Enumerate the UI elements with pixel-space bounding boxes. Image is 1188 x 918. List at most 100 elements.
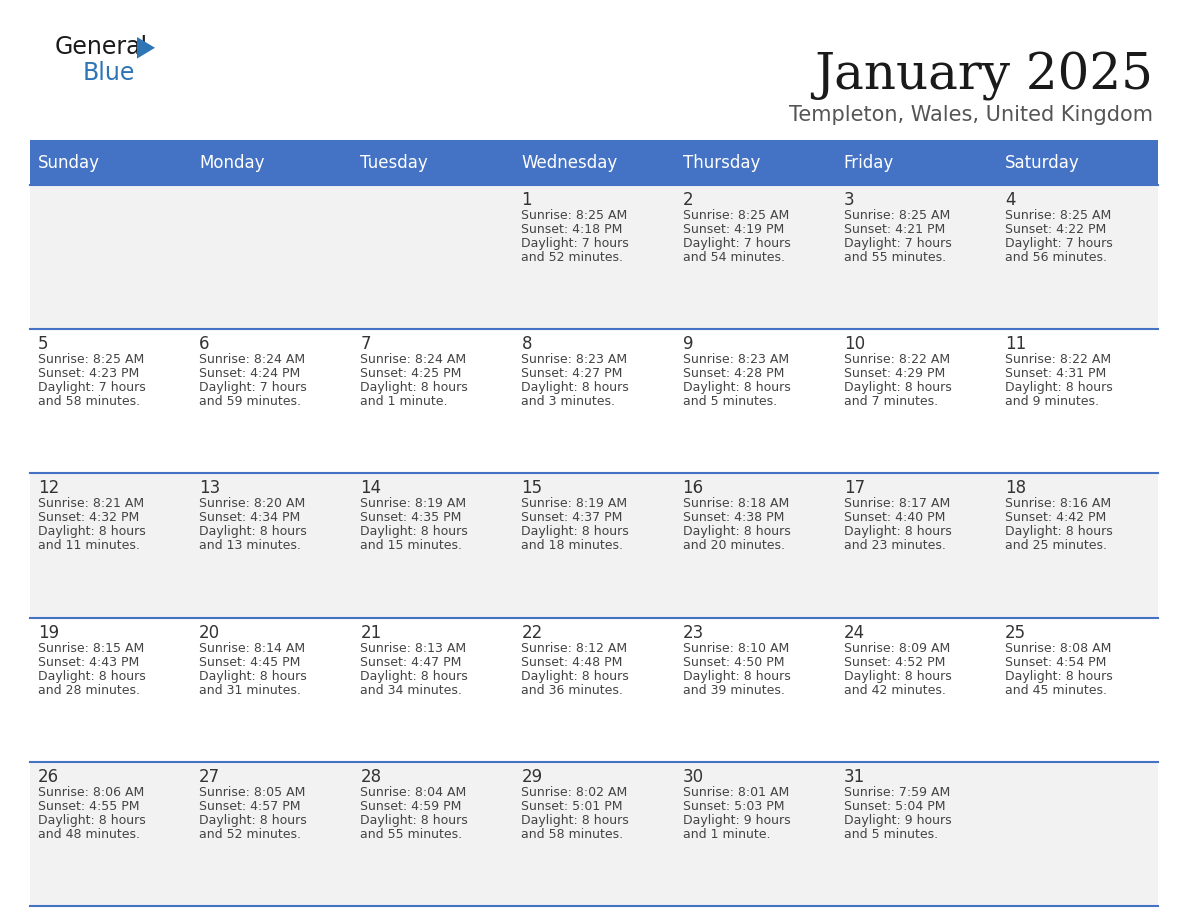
Bar (30, 762, 1158, 906)
Text: Sunset: 4:37 PM: Sunset: 4:37 PM (522, 511, 623, 524)
Bar (30, 474, 1158, 618)
Text: Sunset: 4:34 PM: Sunset: 4:34 PM (200, 511, 301, 524)
Text: 21: 21 (360, 623, 381, 642)
Text: and 52 minutes.: and 52 minutes. (522, 251, 624, 264)
Text: Daylight: 8 hours: Daylight: 8 hours (522, 525, 630, 538)
Text: Sunrise: 8:16 AM: Sunrise: 8:16 AM (1005, 498, 1111, 510)
Text: Sunset: 4:45 PM: Sunset: 4:45 PM (200, 655, 301, 668)
Text: and 55 minutes.: and 55 minutes. (843, 251, 946, 264)
Text: and 31 minutes.: and 31 minutes. (200, 684, 301, 697)
Text: Daylight: 8 hours: Daylight: 8 hours (1005, 669, 1113, 683)
Text: Sunrise: 8:22 AM: Sunrise: 8:22 AM (1005, 353, 1111, 366)
Text: Daylight: 8 hours: Daylight: 8 hours (38, 525, 146, 538)
Text: Sunset: 4:22 PM: Sunset: 4:22 PM (1005, 223, 1106, 236)
Text: 16: 16 (683, 479, 703, 498)
Text: Daylight: 8 hours: Daylight: 8 hours (1005, 525, 1113, 538)
Text: and 1 minute.: and 1 minute. (683, 828, 770, 841)
Text: and 52 minutes.: and 52 minutes. (200, 828, 301, 841)
Bar (30, 618, 1158, 762)
Text: Daylight: 8 hours: Daylight: 8 hours (360, 813, 468, 827)
Text: Daylight: 7 hours: Daylight: 7 hours (843, 237, 952, 250)
Text: Sunrise: 8:17 AM: Sunrise: 8:17 AM (843, 498, 950, 510)
Text: 25: 25 (1005, 623, 1026, 642)
Text: Thursday: Thursday (683, 153, 760, 172)
Text: Sunset: 4:57 PM: Sunset: 4:57 PM (200, 800, 301, 812)
Text: and 48 minutes.: and 48 minutes. (38, 828, 140, 841)
Text: and 56 minutes.: and 56 minutes. (1005, 251, 1107, 264)
Text: Sunrise: 8:15 AM: Sunrise: 8:15 AM (38, 642, 144, 655)
Text: 1: 1 (522, 191, 532, 209)
Text: Daylight: 8 hours: Daylight: 8 hours (360, 525, 468, 538)
Text: Sunrise: 8:25 AM: Sunrise: 8:25 AM (522, 209, 627, 222)
Text: and 55 minutes.: and 55 minutes. (360, 828, 462, 841)
Text: Sunrise: 7:59 AM: Sunrise: 7:59 AM (843, 786, 950, 799)
Text: Sunset: 4:24 PM: Sunset: 4:24 PM (200, 367, 301, 380)
Text: Sunset: 4:25 PM: Sunset: 4:25 PM (360, 367, 462, 380)
Text: and 1 minute.: and 1 minute. (360, 396, 448, 409)
Text: Daylight: 8 hours: Daylight: 8 hours (200, 525, 307, 538)
Text: and 58 minutes.: and 58 minutes. (38, 396, 140, 409)
Bar (30, 140, 1158, 185)
Text: 26: 26 (38, 767, 59, 786)
Text: Monday: Monday (200, 153, 265, 172)
Text: Sunset: 4:28 PM: Sunset: 4:28 PM (683, 367, 784, 380)
Text: Sunrise: 8:25 AM: Sunrise: 8:25 AM (843, 209, 950, 222)
Text: and 58 minutes.: and 58 minutes. (522, 828, 624, 841)
Text: 24: 24 (843, 623, 865, 642)
Text: Sunset: 5:01 PM: Sunset: 5:01 PM (522, 800, 623, 812)
Text: Sunrise: 8:24 AM: Sunrise: 8:24 AM (360, 353, 467, 366)
Text: Daylight: 8 hours: Daylight: 8 hours (200, 669, 307, 683)
Text: Daylight: 9 hours: Daylight: 9 hours (843, 813, 952, 827)
Text: 23: 23 (683, 623, 703, 642)
Text: Daylight: 7 hours: Daylight: 7 hours (1005, 237, 1113, 250)
Text: Daylight: 7 hours: Daylight: 7 hours (522, 237, 630, 250)
Text: Daylight: 7 hours: Daylight: 7 hours (200, 381, 307, 394)
Bar (30, 185, 1158, 330)
Text: Sunset: 5:03 PM: Sunset: 5:03 PM (683, 800, 784, 812)
Text: and 18 minutes.: and 18 minutes. (522, 540, 624, 553)
Text: Sunset: 4:48 PM: Sunset: 4:48 PM (522, 655, 623, 668)
Text: Sunrise: 8:02 AM: Sunrise: 8:02 AM (522, 786, 627, 799)
Text: 6: 6 (200, 335, 209, 353)
Text: Daylight: 8 hours: Daylight: 8 hours (843, 669, 952, 683)
Text: 17: 17 (843, 479, 865, 498)
Text: 5: 5 (38, 335, 49, 353)
Text: 18: 18 (1005, 479, 1026, 498)
Text: Daylight: 8 hours: Daylight: 8 hours (843, 381, 952, 394)
Text: Sunrise: 8:24 AM: Sunrise: 8:24 AM (200, 353, 305, 366)
Text: and 54 minutes.: and 54 minutes. (683, 251, 784, 264)
Text: Sunset: 4:50 PM: Sunset: 4:50 PM (683, 655, 784, 668)
Text: Sunset: 4:29 PM: Sunset: 4:29 PM (843, 367, 944, 380)
Text: General: General (55, 35, 148, 59)
Text: January 2025: January 2025 (814, 52, 1154, 102)
Text: Daylight: 8 hours: Daylight: 8 hours (360, 669, 468, 683)
Text: Sunset: 4:42 PM: Sunset: 4:42 PM (1005, 511, 1106, 524)
Text: Daylight: 8 hours: Daylight: 8 hours (522, 813, 630, 827)
Text: and 9 minutes.: and 9 minutes. (1005, 396, 1099, 409)
Text: 27: 27 (200, 767, 220, 786)
Text: Sunrise: 8:25 AM: Sunrise: 8:25 AM (38, 353, 144, 366)
Text: Daylight: 7 hours: Daylight: 7 hours (38, 381, 146, 394)
Text: 7: 7 (360, 335, 371, 353)
Text: and 39 minutes.: and 39 minutes. (683, 684, 784, 697)
Text: and 36 minutes.: and 36 minutes. (522, 684, 624, 697)
Text: 15: 15 (522, 479, 543, 498)
Text: and 45 minutes.: and 45 minutes. (1005, 684, 1107, 697)
Text: 30: 30 (683, 767, 703, 786)
Text: Daylight: 8 hours: Daylight: 8 hours (1005, 381, 1113, 394)
Text: Sunset: 4:43 PM: Sunset: 4:43 PM (38, 655, 139, 668)
Text: Sunrise: 8:13 AM: Sunrise: 8:13 AM (360, 642, 467, 655)
Text: Sunset: 4:38 PM: Sunset: 4:38 PM (683, 511, 784, 524)
Text: Sunrise: 8:18 AM: Sunrise: 8:18 AM (683, 498, 789, 510)
Text: 10: 10 (843, 335, 865, 353)
Text: Daylight: 8 hours: Daylight: 8 hours (522, 381, 630, 394)
Text: and 42 minutes.: and 42 minutes. (843, 684, 946, 697)
Text: and 13 minutes.: and 13 minutes. (200, 540, 301, 553)
Text: and 34 minutes.: and 34 minutes. (360, 684, 462, 697)
Text: Sunset: 4:35 PM: Sunset: 4:35 PM (360, 511, 462, 524)
Text: Tuesday: Tuesday (360, 153, 428, 172)
Text: Sunrise: 8:22 AM: Sunrise: 8:22 AM (843, 353, 950, 366)
Text: 22: 22 (522, 623, 543, 642)
Text: Sunrise: 8:04 AM: Sunrise: 8:04 AM (360, 786, 467, 799)
Text: Sunrise: 8:08 AM: Sunrise: 8:08 AM (1005, 642, 1111, 655)
